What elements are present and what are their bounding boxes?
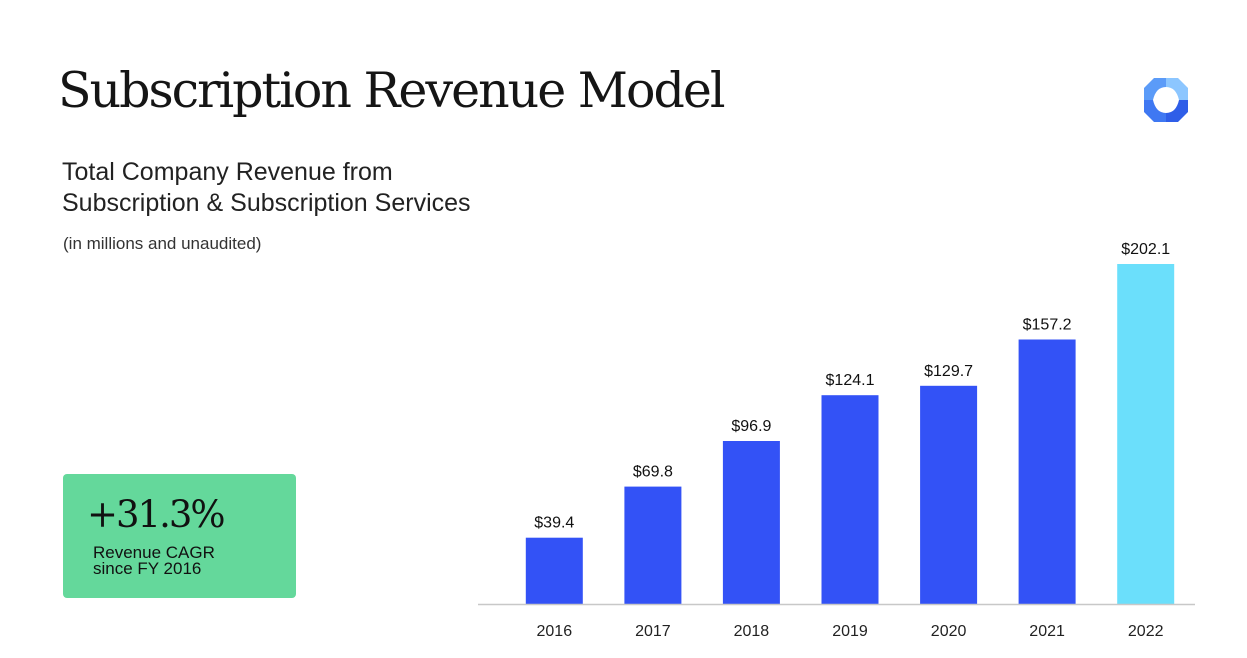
cagr-value: +31.3% xyxy=(87,493,226,536)
chart-subtitle: Total Company Revenue from Subscription … xyxy=(62,157,471,219)
bar-2022 xyxy=(1117,264,1175,604)
x-tick-label-2020: 2020 xyxy=(931,623,967,640)
value-label-2022: $202.1 xyxy=(1121,241,1170,258)
bar-2020 xyxy=(920,385,978,604)
bar-2019 xyxy=(821,395,879,604)
value-label-2018: $96.9 xyxy=(731,418,771,435)
bars-group xyxy=(525,264,1175,604)
x-tick-label-2016: 2016 xyxy=(537,623,573,640)
x-tick-label-2022: 2022 xyxy=(1128,623,1164,640)
bar-2021 xyxy=(1018,339,1076,604)
value-label-2019: $124.1 xyxy=(826,372,875,389)
cagr-label: Revenue CAGR since FY 2016 xyxy=(93,543,283,578)
page-title: Subscription Revenue Model xyxy=(58,62,726,119)
cagr-callout-card: +31.3% Revenue CAGR since FY 2016 xyxy=(63,474,296,598)
value-labels-group: $39.4 $69.8 $96.9 $124.1 $129.7 $157.2 $202.1 xyxy=(534,241,1170,532)
x-tick-label-2021: 2021 xyxy=(1029,623,1065,640)
value-label-2020: $129.7 xyxy=(924,363,973,380)
value-label-2021: $157.2 xyxy=(1023,317,1072,334)
bar-2017 xyxy=(624,486,682,604)
x-tick-label-2019: 2019 xyxy=(832,623,868,640)
units-note: (in millions and unaudited) xyxy=(63,234,262,253)
bar-2016 xyxy=(525,537,583,604)
four-point-star-logo-icon xyxy=(1144,78,1188,122)
x-tick-label-2018: 2018 xyxy=(734,623,770,640)
x-tick-label-2017: 2017 xyxy=(635,623,671,640)
value-label-2017: $69.8 xyxy=(633,464,673,481)
subtitle-line-2: Subscription & Subscription Services xyxy=(62,189,471,217)
value-label-2016: $39.4 xyxy=(534,515,574,532)
bar-2018 xyxy=(722,441,780,604)
x-tick-labels-group: 2016 2017 2018 2019 2020 2021 2022 xyxy=(537,623,1164,640)
cagr-label-line-2: since FY 2016 xyxy=(93,559,202,578)
subtitle-line-1: Total Company Revenue from xyxy=(62,158,393,186)
cagr-label-line-1: Revenue CAGR xyxy=(93,543,215,562)
